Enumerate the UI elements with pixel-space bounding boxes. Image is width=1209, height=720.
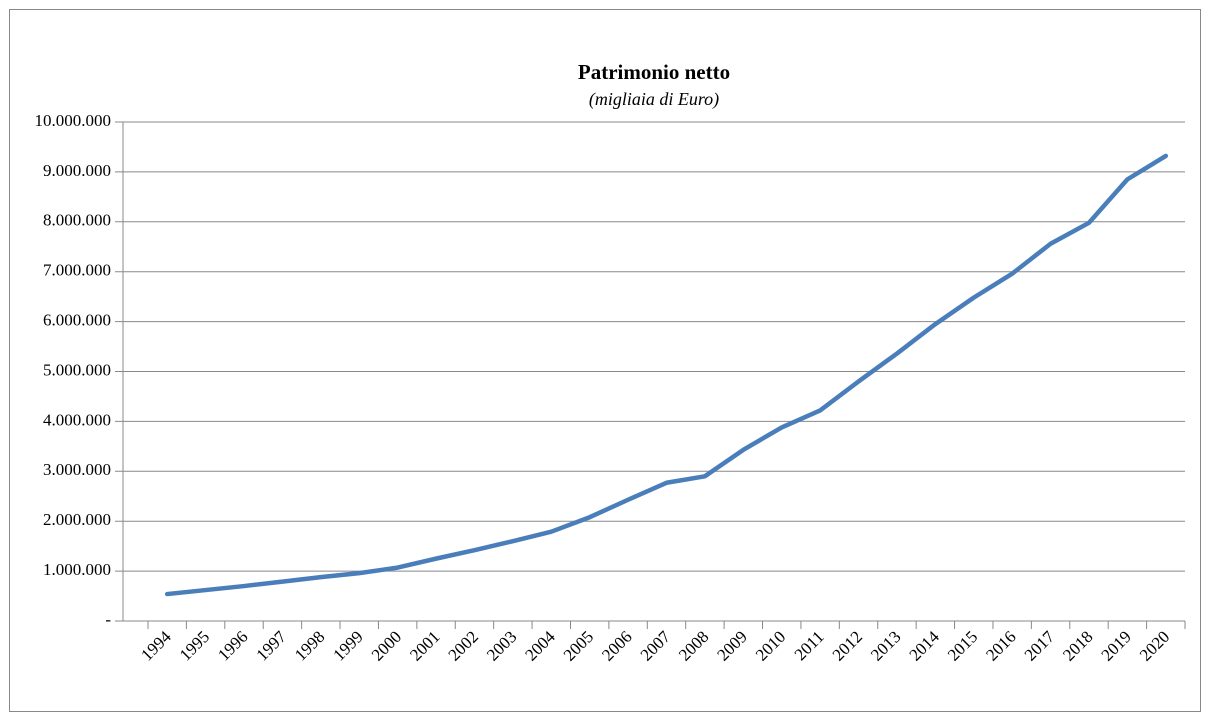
y-tick-label: 2.000.000 bbox=[43, 510, 111, 529]
y-tick-label: 3.000.000 bbox=[43, 460, 111, 479]
y-tick-label: 4.000.000 bbox=[43, 410, 111, 429]
data-line bbox=[164, 153, 1169, 597]
chart-subtitle: (migliaia di Euro) bbox=[589, 89, 719, 110]
chart-title: Patrimonio netto bbox=[578, 60, 730, 84]
y-tick-label: 5.000.000 bbox=[43, 360, 111, 379]
chart-border bbox=[9, 9, 1201, 712]
y-tick-label: 1.000.000 bbox=[43, 560, 111, 579]
y-tick-label: 10.000.000 bbox=[35, 111, 112, 130]
y-tick-label: 7.000.000 bbox=[43, 261, 111, 280]
y-tick-label: 6.000.000 bbox=[43, 311, 111, 330]
y-tick-label: 9.000.000 bbox=[43, 161, 111, 180]
y-tick-label: 8.000.000 bbox=[43, 211, 111, 230]
y-tick-label: - bbox=[105, 610, 111, 629]
